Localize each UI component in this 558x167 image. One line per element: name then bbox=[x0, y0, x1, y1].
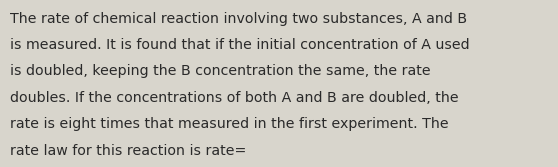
Text: doubles. If the concentrations of both A and B are doubled, the: doubles. If the concentrations of both A… bbox=[10, 91, 459, 105]
Text: rate is eight times that measured in the first experiment. The: rate is eight times that measured in the… bbox=[10, 117, 449, 131]
Text: The rate of chemical reaction involving two substances, A and B: The rate of chemical reaction involving … bbox=[10, 12, 467, 26]
Text: is doubled, keeping the B concentration the same, the rate: is doubled, keeping the B concentration … bbox=[10, 64, 431, 78]
Text: is measured. It is found that if the initial concentration of A used: is measured. It is found that if the ini… bbox=[10, 38, 470, 52]
Text: rate law for this reaction is rate=: rate law for this reaction is rate= bbox=[10, 144, 247, 158]
